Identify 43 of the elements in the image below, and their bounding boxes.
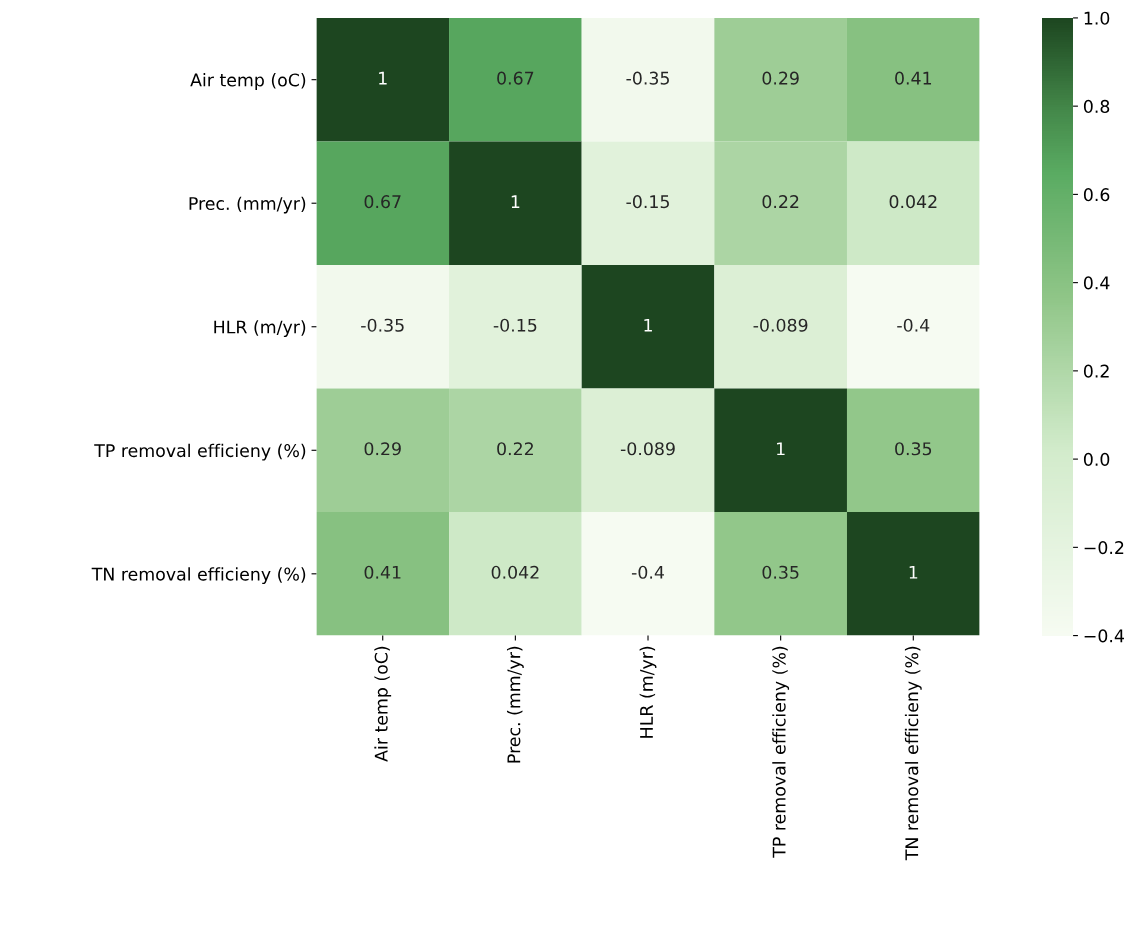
data-label: 0.22 [762,195,799,209]
data-label: -0.15 [626,195,669,209]
data-label: 0.35 [762,565,799,579]
data-label: 0.042 [889,195,937,209]
data-label: 1 [909,565,918,579]
data-label: 1 [511,195,520,209]
color-bar-label: 0.4 [1083,276,1110,290]
data-label: 0.67 [497,71,534,85]
x-tick-label: Prec. (mm/yr) [506,646,524,763]
color-bar-label: 0.6 [1083,188,1110,202]
color-bar-label: 0.2 [1083,364,1109,378]
data-label: -0.35 [626,71,669,85]
data-label: -0.4 [631,565,664,579]
data-label: -0.15 [493,318,537,332]
data-label: -0.4 [897,318,930,332]
y-tick-label: TP removal efficieny (%) [94,443,306,461]
x-tick-label: TP removal efficieny (%) [772,646,790,858]
data-label: 0.29 [364,442,401,456]
color-bar-label: −0.4 [1084,629,1124,643]
data-label: 0.41 [895,71,932,85]
data-label: -0.089 [753,318,808,332]
data-label: 0.042 [491,565,539,579]
y-tick-label: Air temp (oC) [190,73,306,90]
y-tick-label: Prec. (mm/yr) [189,196,306,214]
x-tick-label: HLR (m/yr) [639,646,657,738]
data-label: -0.089 [620,442,675,456]
data-label: 0.22 [497,442,533,456]
data-label: 0.67 [364,195,401,209]
x-tick-label: Air temp (oC) [374,646,392,762]
data-label: 1 [777,442,785,456]
data-label: 0.29 [762,71,799,85]
y-tick-label: HLR (m/yr) [214,320,306,337]
data-label: -0.35 [361,318,404,332]
x-tick-label: TN removal efficieny (%) [904,646,922,861]
data-label: 0.41 [364,565,401,579]
data-label: 1 [379,71,387,85]
color-bar-label: −0.2 [1084,541,1124,555]
color-bar-label: 0.0 [1083,452,1110,466]
data-label: 1 [644,318,652,332]
data-label: 0.35 [895,442,932,456]
color-bar-label: 1.0 [1084,11,1110,25]
color-bar-label: 0.8 [1083,99,1110,113]
y-tick-label: TN removal efficieny (%) [91,567,306,585]
